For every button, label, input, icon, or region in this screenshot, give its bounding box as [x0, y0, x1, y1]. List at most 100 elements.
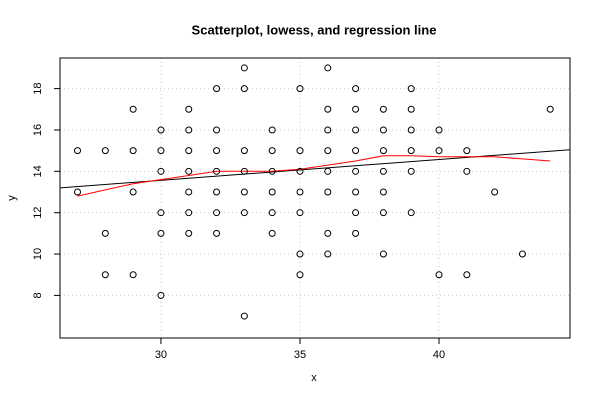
point	[379, 188, 387, 196]
point	[185, 105, 193, 113]
x-tick-label: 40	[433, 349, 445, 361]
y-tick-label: 12	[32, 207, 44, 219]
point	[213, 229, 221, 237]
point	[324, 105, 332, 113]
point	[352, 229, 360, 237]
x-tick-label: 35	[294, 349, 306, 361]
point	[379, 209, 387, 217]
point	[101, 229, 109, 237]
point	[268, 147, 276, 155]
point	[240, 85, 248, 93]
point	[213, 188, 221, 196]
point	[185, 209, 193, 217]
point	[240, 147, 248, 155]
point	[407, 167, 415, 175]
point	[296, 209, 304, 217]
point	[185, 147, 193, 155]
point	[324, 188, 332, 196]
point	[185, 167, 193, 175]
point	[324, 126, 332, 134]
point	[379, 147, 387, 155]
point	[407, 85, 415, 93]
point	[213, 147, 221, 155]
point	[240, 167, 248, 175]
point	[296, 271, 304, 279]
y-tick-label: 10	[32, 248, 44, 260]
plot-area	[60, 58, 570, 338]
point	[296, 250, 304, 258]
point	[240, 64, 248, 72]
point	[324, 250, 332, 258]
point	[101, 147, 109, 155]
point	[129, 271, 137, 279]
point	[129, 188, 137, 196]
point	[268, 229, 276, 237]
point	[352, 147, 360, 155]
x-tick-label: 30	[155, 349, 167, 361]
point	[518, 250, 526, 258]
point	[352, 188, 360, 196]
point	[157, 229, 165, 237]
point	[407, 126, 415, 134]
point	[435, 126, 443, 134]
point	[74, 147, 82, 155]
y-axis-label: y	[6, 195, 18, 201]
point	[240, 188, 248, 196]
point	[407, 147, 415, 155]
point	[379, 126, 387, 134]
point	[268, 209, 276, 217]
point	[185, 229, 193, 237]
point	[213, 85, 221, 93]
point	[352, 105, 360, 113]
point	[491, 188, 499, 196]
point	[463, 167, 471, 175]
point	[379, 167, 387, 175]
point	[213, 126, 221, 134]
point	[129, 105, 137, 113]
point	[240, 312, 248, 320]
point	[379, 250, 387, 258]
point	[296, 85, 304, 93]
point	[74, 188, 82, 196]
point	[185, 188, 193, 196]
chart-title: Scatterplot, lowess, and regression line	[192, 22, 437, 37]
point	[101, 271, 109, 279]
lowess-line	[77, 155, 551, 197]
point	[296, 147, 304, 155]
point	[324, 229, 332, 237]
x-axis-label: x	[311, 372, 317, 384]
y-tick-label: 14	[32, 165, 44, 177]
point	[463, 271, 471, 279]
point	[296, 167, 304, 175]
point	[268, 188, 276, 196]
point	[352, 85, 360, 93]
point	[157, 147, 165, 155]
point	[157, 291, 165, 299]
point	[296, 188, 304, 196]
point	[352, 209, 360, 217]
y-tick-label: 18	[32, 82, 44, 94]
point	[157, 209, 165, 217]
point	[268, 167, 276, 175]
point	[157, 126, 165, 134]
plot-frame	[59, 57, 571, 339]
point	[240, 209, 248, 217]
point	[157, 167, 165, 175]
point	[213, 209, 221, 217]
point	[324, 64, 332, 72]
point	[352, 167, 360, 175]
point	[546, 105, 554, 113]
point	[352, 126, 360, 134]
point	[185, 126, 193, 134]
point	[324, 147, 332, 155]
point	[407, 105, 415, 113]
point	[435, 271, 443, 279]
regression-line	[60, 149, 570, 189]
point	[379, 105, 387, 113]
y-tick-label: 8	[32, 292, 44, 298]
y-tick-label: 16	[32, 124, 44, 136]
point	[435, 147, 443, 155]
point	[324, 167, 332, 175]
point	[213, 167, 221, 175]
